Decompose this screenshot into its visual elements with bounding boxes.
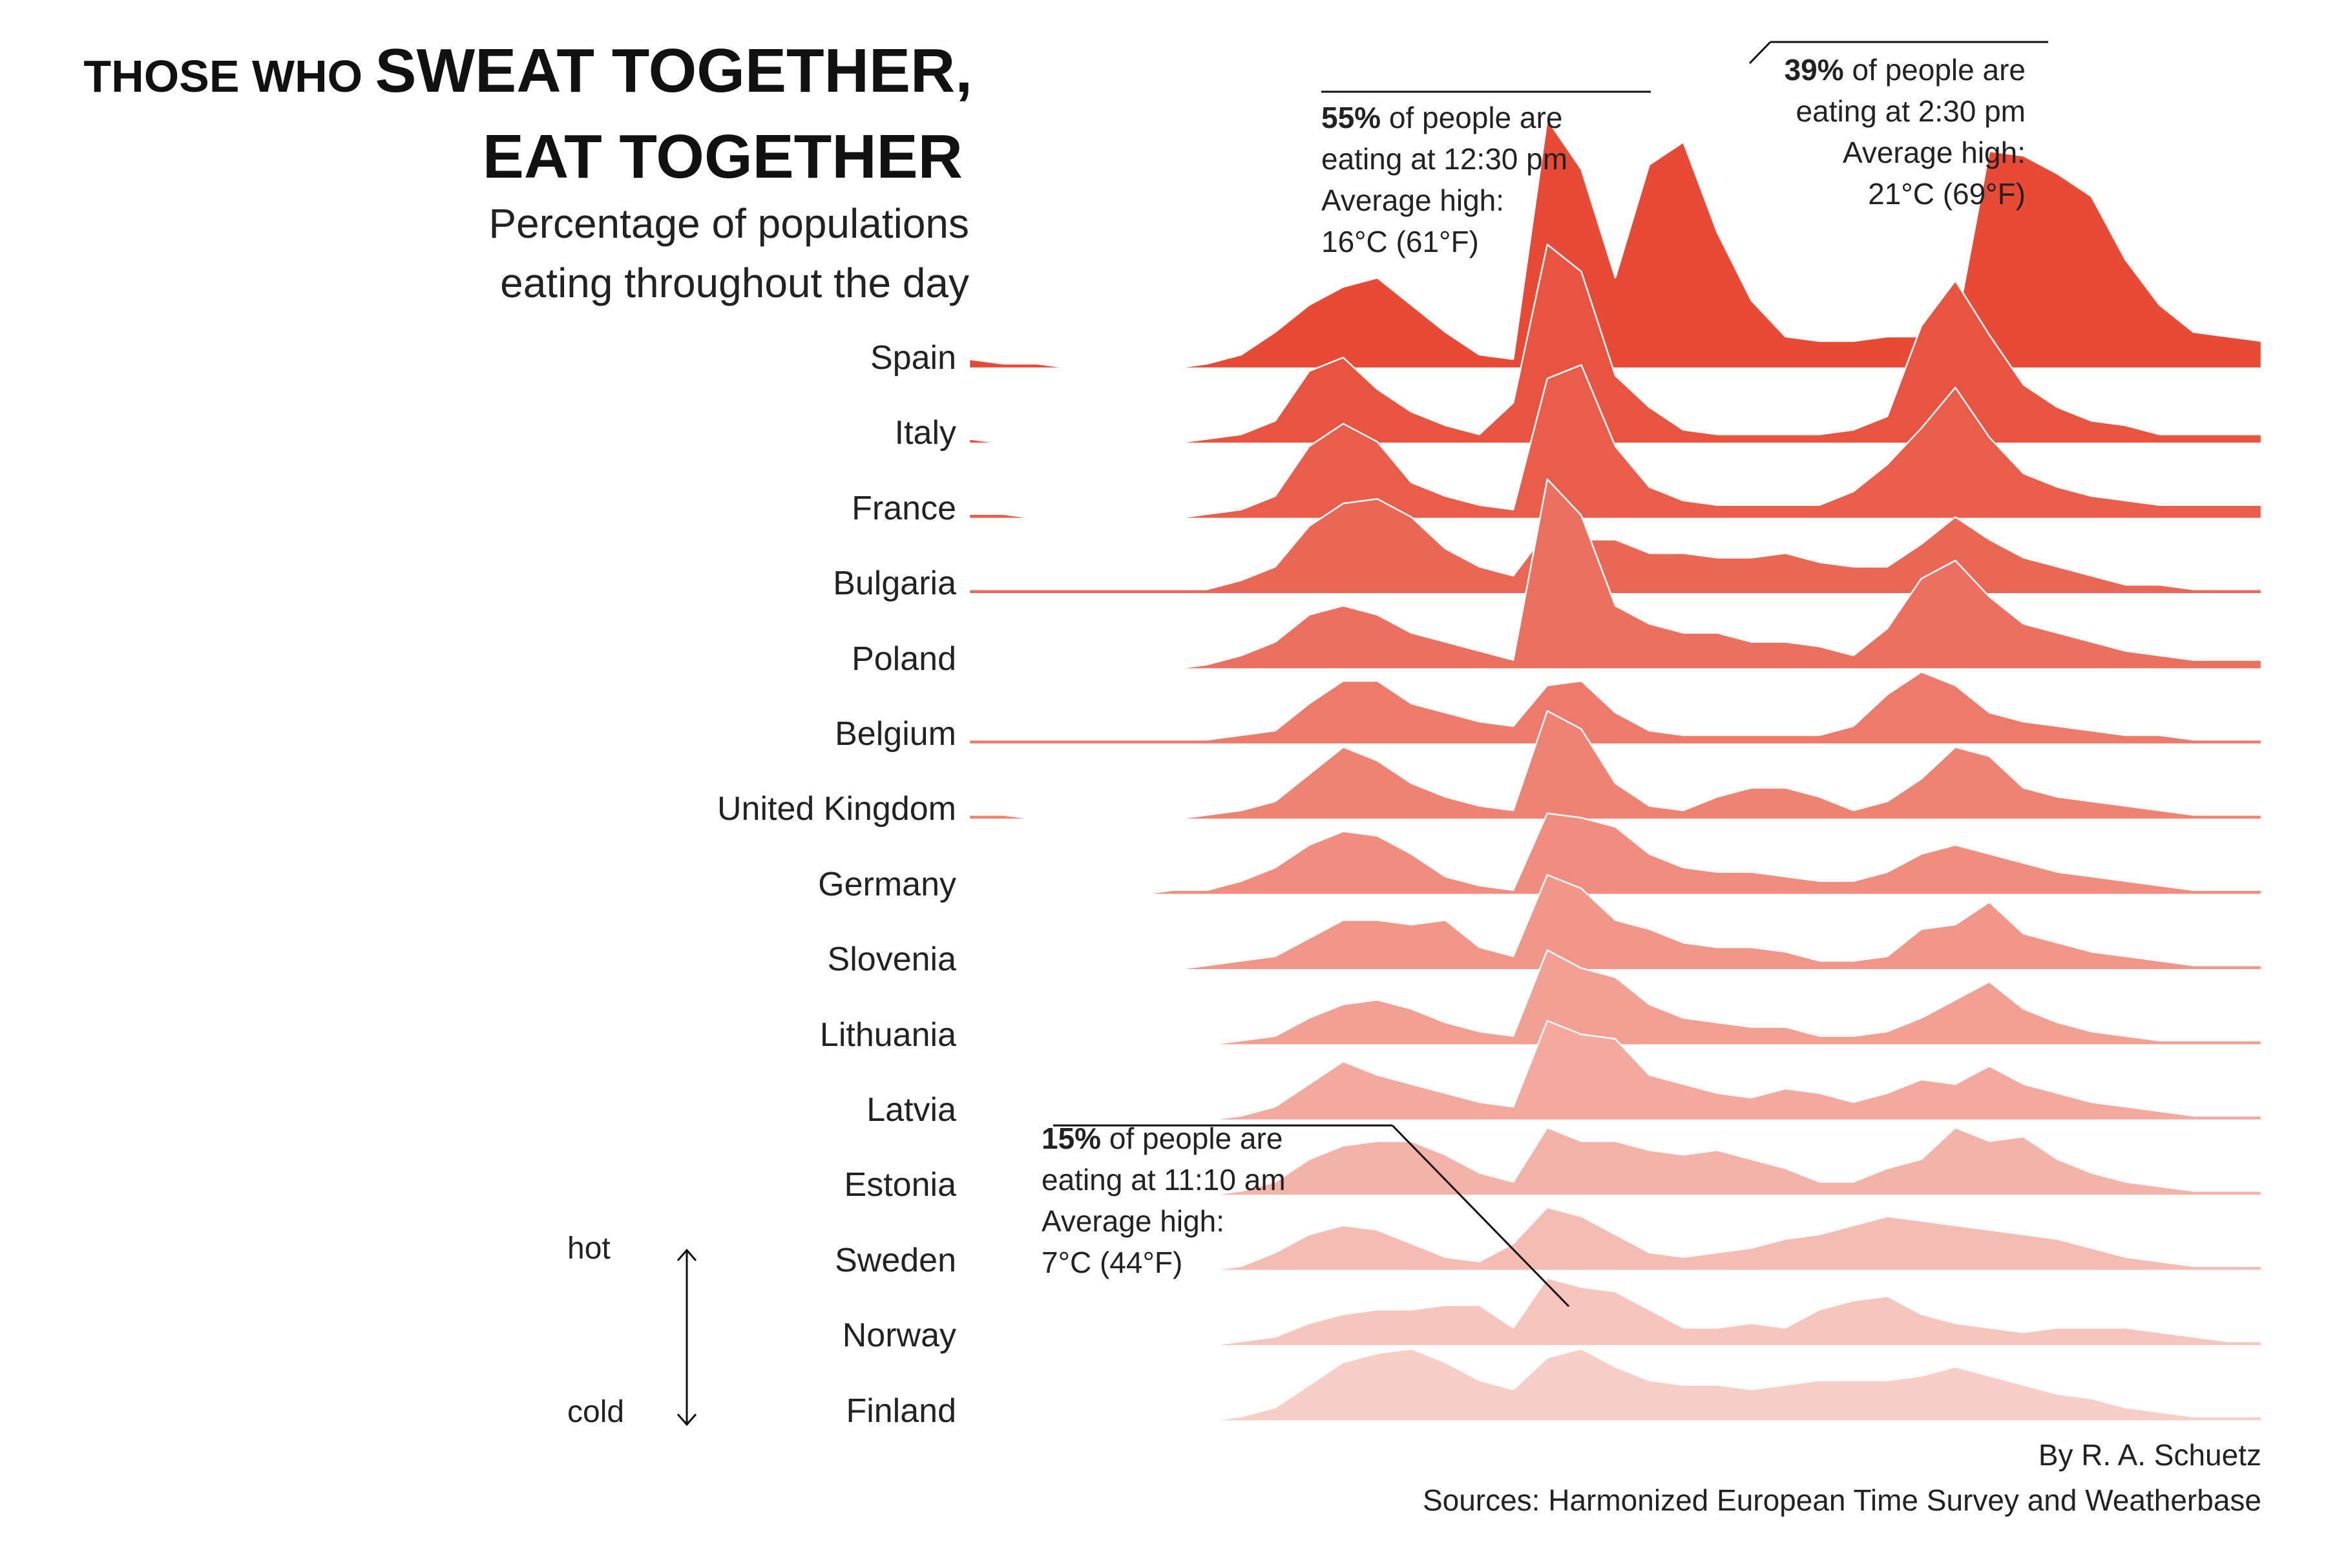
credit-author: By R. A. Schuetz — [2038, 1438, 2261, 1472]
annotation-temp: 7°C (44°F) — [1042, 1246, 1183, 1279]
annotation-temp: 21°C (69°F) — [1868, 177, 2026, 211]
annotation-leader-1110-diag — [1391, 1124, 1570, 1308]
country-label: Bulgaria — [833, 565, 956, 603]
ridge-norway — [968, 1277, 2263, 1347]
credit-sources: Sources: Harmonized European Time Survey… — [1422, 1483, 2261, 1517]
annotation-peak-1230: 55% of people are eating at 12:30 pm Ave… — [1321, 97, 1567, 262]
title-small: THOSE WHO — [83, 51, 375, 101]
annotation-percent: 15% — [1042, 1122, 1102, 1155]
ridge-germany — [968, 812, 2263, 896]
ridge-united-kingdom — [968, 710, 2263, 821]
ridge-france — [968, 364, 2263, 520]
title-big: SWEAT TOGETHER, — [375, 36, 972, 105]
country-label: Lithuania — [819, 1016, 956, 1054]
annotation-time: eating at 11:10 am — [1042, 1163, 1286, 1197]
ridge-poland — [968, 478, 2263, 670]
ridge-slovenia — [968, 873, 2263, 971]
annotation-temp-label: Average high: — [1321, 183, 1505, 217]
chart-title-line2: EAT TOGETHER — [482, 122, 963, 191]
annotation-temp-label: Average high: — [1042, 1204, 1225, 1238]
country-label: France — [852, 489, 956, 527]
country-label: Estonia — [844, 1166, 956, 1204]
annotation-percent: 55% — [1321, 101, 1381, 134]
chart-subtitle: Percentage of populations eating through… — [488, 194, 969, 313]
annotation-text: of people are — [1101, 1122, 1283, 1155]
subtitle-line1: Percentage of populations — [488, 200, 969, 247]
annotation-temp: 16°C (61°F) — [1321, 225, 1479, 258]
annotation-temp-label: Average high: — [1842, 136, 2026, 169]
country-label: Spain — [870, 339, 956, 377]
country-label: Norway — [842, 1317, 956, 1355]
legend-cold-label: cold — [567, 1395, 625, 1429]
chart-title-line1: THOSE WHO SWEAT TOGETHER, — [83, 40, 972, 102]
country-label: United Kingdom — [717, 790, 956, 828]
country-label: Belgium — [835, 715, 956, 753]
annotation-peak-1430: 39% of people are eating at 2:30 pm Aver… — [1785, 49, 2026, 214]
ridge-sweden — [968, 1206, 2263, 1272]
country-label: Finland — [846, 1392, 956, 1430]
country-label: Slovenia — [827, 941, 956, 979]
annotation-text: of people are — [1381, 101, 1563, 134]
country-label: Poland — [852, 640, 956, 678]
country-label: Germany — [818, 865, 956, 903]
country-label: Sweden — [835, 1241, 956, 1279]
annotation-percent: 39% — [1784, 53, 1844, 87]
annotation-time: eating at 2:30 pm — [1796, 94, 2026, 128]
ridge-finland — [968, 1348, 2263, 1422]
legend-hot-label: hot — [567, 1231, 611, 1266]
annotation-time: eating at 12:30 pm — [1321, 142, 1568, 176]
subtitle-line2: eating throughout the day — [500, 260, 969, 306]
ridge-lithuania — [968, 949, 2263, 1046]
annotation-peak-1110: 15% of people are eating at 11:10 am Ave… — [1042, 1118, 1286, 1283]
country-label: Latvia — [866, 1091, 956, 1129]
ridge-belgium — [968, 671, 2263, 746]
ridge-spain — [968, 118, 2263, 370]
ridge-latvia — [968, 1019, 2263, 1122]
annotation-text: of people are — [1843, 53, 2026, 87]
hot-cold-arrow — [676, 1248, 697, 1427]
country-label: Italy — [894, 414, 956, 452]
annotation-leader-1430-tick — [1748, 41, 1772, 65]
ridge-estonia — [968, 1127, 2263, 1197]
ridge-italy — [968, 244, 2263, 444]
